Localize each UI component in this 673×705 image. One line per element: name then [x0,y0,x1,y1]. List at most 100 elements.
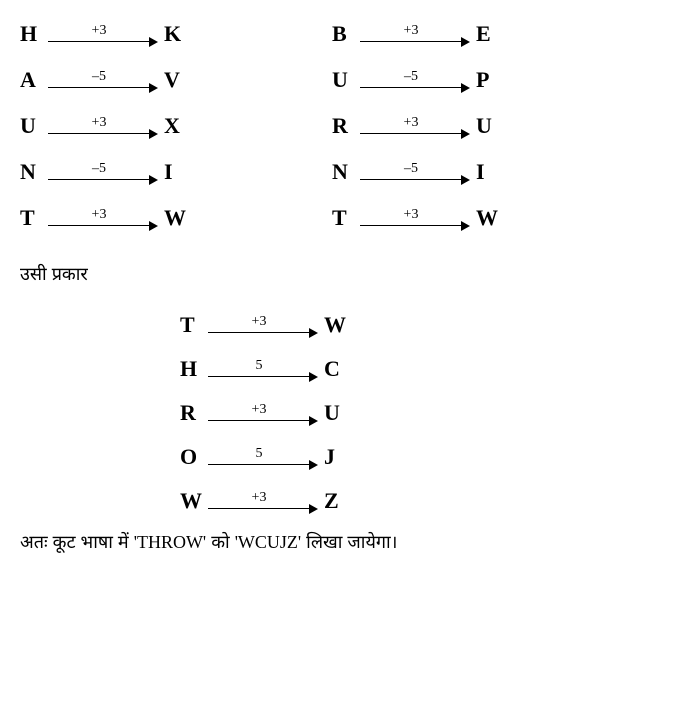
to-letter: K [158,21,192,47]
from-letter: T [180,312,208,338]
arrow-head-icon [309,328,318,338]
arrow-op-label: +3 [48,115,150,131]
conclusion-prefix: अतः कूट भाषा में [20,532,134,552]
arrow-op-label: –5 [360,69,462,85]
arrow-op-label: +3 [208,402,310,418]
mapping-row: T +3 W [180,311,653,339]
arrow-head-icon [149,129,158,139]
arrow-op-label: –5 [48,69,150,85]
from-letter: U [332,67,360,93]
mapping-row: N –5 I [20,158,192,186]
arrow-head-icon [149,221,158,231]
arrow-line [208,508,310,509]
coded-output-word: 'WCUJZ' [235,532,301,552]
arrow: +3 [208,313,318,337]
to-letter: X [158,113,192,139]
to-letter: U [470,113,504,139]
arrow: 5 [208,357,318,381]
arrow: +3 [208,489,318,513]
similarly-text: उसी प्रकार [20,262,653,286]
arrow-head-icon [461,37,470,47]
to-letter: W [158,205,192,231]
arrow-head-icon [309,416,318,426]
to-letter: J [318,444,352,470]
from-letter: H [20,21,48,47]
mapping-row: H 5 C [180,355,653,383]
to-letter: E [470,21,504,47]
to-letter: W [470,205,504,231]
arrow-op-label: +3 [360,207,462,223]
to-letter: P [470,67,504,93]
mapping-row: R +3 U [180,399,653,427]
column-throw: T +3 W H 5 C R +3 U O 5 J [180,311,653,515]
arrow-op-label: –5 [360,161,462,177]
arrow-line [208,376,310,377]
to-letter: U [318,400,352,426]
conclusion-mid: को [206,532,235,552]
to-letter: V [158,67,192,93]
arrow-head-icon [149,83,158,93]
arrow: +3 [48,22,158,46]
arrow: +3 [360,22,470,46]
arrow-line [48,225,150,226]
column-burnt: B +3 E U –5 P R +3 U [332,20,504,232]
mapping-row: W +3 Z [180,487,653,515]
arrow: 5 [208,445,318,469]
arrow-op-label: 5 [208,358,310,374]
arrow: –5 [360,160,470,184]
arrow-line [208,420,310,421]
coded-input-word: 'THROW' [134,532,206,552]
arrow: +3 [208,401,318,425]
to-letter: W [318,312,352,338]
from-letter: H [180,356,208,382]
arrow-op-label: +3 [208,314,310,330]
arrow-op-label: +3 [360,115,462,131]
arrow-op-label: +3 [208,490,310,506]
to-letter: C [318,356,352,382]
arrow-line [48,133,150,134]
arrow-line [208,464,310,465]
arrow: –5 [360,68,470,92]
mapping-row: A –5 V [20,66,192,94]
arrow-line [360,41,462,42]
arrow-line [48,41,150,42]
arrow: +3 [48,114,158,138]
arrow: –5 [48,68,158,92]
arrow-line [360,225,462,226]
arrow-op-label: 5 [208,446,310,462]
arrow: +3 [360,114,470,138]
from-letter: T [332,205,360,231]
mapping-row: N –5 I [332,158,504,186]
arrow-op-label: +3 [360,23,462,39]
from-letter: R [180,400,208,426]
mapping-row: O 5 J [180,443,653,471]
arrow-line [48,179,150,180]
arrow-head-icon [149,175,158,185]
mapping-row: T +3 W [332,204,504,232]
mapping-row: R +3 U [332,112,504,140]
arrow-head-icon [309,372,318,382]
from-letter: T [20,205,48,231]
to-letter: I [158,159,192,185]
from-letter: B [332,21,360,47]
from-letter: N [332,159,360,185]
arrow-head-icon [461,129,470,139]
from-letter: N [20,159,48,185]
top-columns: H +3 K A –5 V U +3 X [20,20,653,232]
arrow: +3 [360,206,470,230]
conclusion-text: अतः कूट भाषा में 'THROW' को 'WCUJZ' लिखा… [20,530,653,554]
from-letter: R [332,113,360,139]
mapping-row: B +3 E [332,20,504,48]
arrow-line [48,87,150,88]
arrow-head-icon [461,221,470,231]
from-letter: A [20,67,48,93]
arrow-line [360,179,462,180]
mapping-row: T +3 W [20,204,192,232]
to-letter: Z [318,488,352,514]
arrow-head-icon [461,83,470,93]
from-letter: W [180,488,208,514]
column-haunt: H +3 K A –5 V U +3 X [20,20,192,232]
to-letter: I [470,159,504,185]
arrow-op-label: –5 [48,161,150,177]
arrow-op-label: +3 [48,23,150,39]
